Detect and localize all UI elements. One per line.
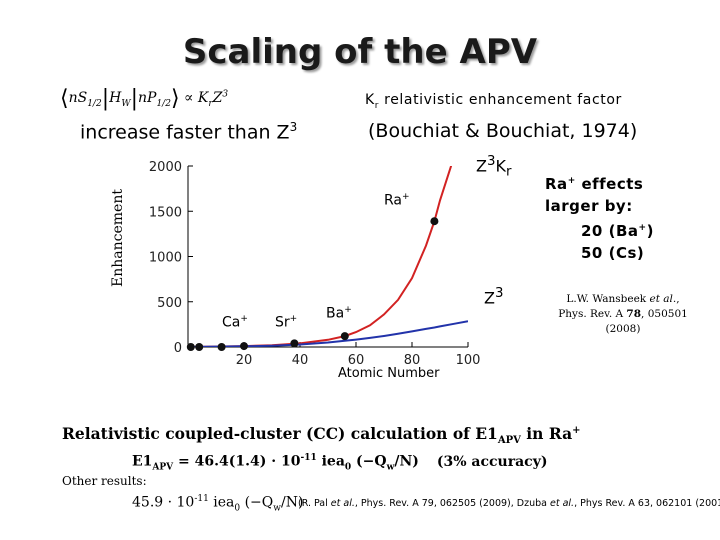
data-point — [186, 343, 195, 351]
chart-axes: 0 500 1000 1500 2000 20 40 60 80 100 — [149, 160, 481, 368]
apv-matrix-element-formula: ⟨nS1/2|HW|nP1/2⟩ ∝ KrZ3 — [60, 86, 229, 111]
point-label-ra: Ra+ — [384, 192, 410, 209]
x-axis-label: Atomic Number — [338, 366, 440, 381]
effects-line-1: Ra+ effects — [545, 175, 644, 193]
data-point — [430, 217, 439, 226]
data-point — [290, 339, 299, 348]
series-line-1 — [188, 320, 468, 347]
x-tick-label: 80 — [404, 353, 421, 368]
effects-line-4: 50 (Cs) — [581, 244, 645, 262]
data-point — [240, 342, 248, 351]
x-tick-label: 60 — [348, 353, 365, 368]
point-label-ba: Ba+ — [326, 305, 352, 322]
data-point — [340, 332, 349, 341]
effects-line-2: larger by: — [545, 197, 633, 215]
y-tick-label: 0 — [174, 341, 182, 356]
x-tick-label: 40 — [292, 353, 309, 368]
kr-description: Kr relativistic enhancement factor — [365, 92, 622, 111]
bouchiat-reference: (Bouchiat & Bouchiat, 1974) — [368, 120, 638, 142]
other-result-value: 45.9 · 10-11 iea0 (−Qw/N) — [132, 494, 304, 514]
point-label-sr: Sr+ — [275, 314, 298, 331]
y-tick-label: 1500 — [149, 205, 182, 220]
y-tick-label: 2000 — [149, 160, 182, 175]
series-label-z3: Z3 — [484, 286, 504, 308]
effects-line-3: 20 (Ba+) — [581, 222, 654, 240]
data-point — [195, 343, 204, 351]
page-title: Scaling of the APV — [182, 32, 538, 72]
scaling-statement: increase faster than Z3 — [80, 120, 298, 144]
ra-effects-note: Ra+ effects larger by: 20 (Ba+) 50 (Cs) — [545, 170, 654, 264]
x-tick-label: 20 — [236, 353, 253, 368]
y-tick-label: 1000 — [149, 251, 182, 266]
y-axis-label: Enhancement — [110, 189, 126, 287]
chart-data-points — [186, 217, 439, 351]
data-point — [217, 343, 226, 351]
point-label-ca: Ca+ — [222, 314, 248, 331]
accuracy-note: (3% accuracy) — [436, 453, 548, 470]
other-results-references: (R. Pal et al., Phys. Rev. A 79, 062505 … — [298, 498, 720, 509]
other-results-label: Other results: — [62, 474, 147, 488]
chart-series-lines — [188, 166, 468, 347]
series-label-z3kr: Z3Kr — [476, 154, 512, 180]
cc-calculation-heading: Relativistic coupled-cluster (CC) calcul… — [62, 424, 581, 447]
wansbeek-reference: L.W. Wansbeek et al., Phys. Rev. A 78, 0… — [558, 293, 688, 335]
y-tick-label: 500 — [157, 296, 182, 311]
x-tick-label: 100 — [456, 353, 481, 368]
e1apv-result: E1APV = 46.4(1.4) · 10-11 iea0 (−Qw/N) (3… — [132, 453, 548, 473]
